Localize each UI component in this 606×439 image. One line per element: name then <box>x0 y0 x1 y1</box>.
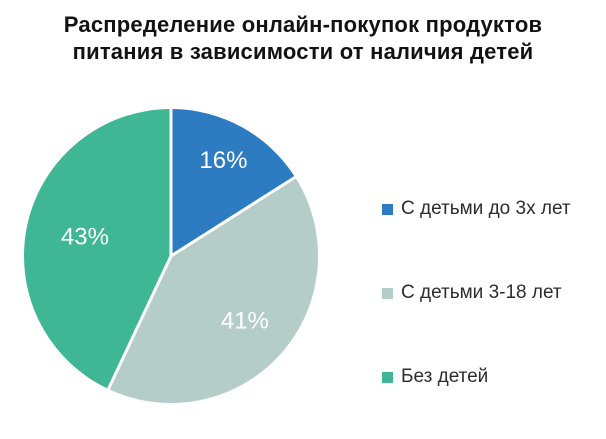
chart-title-line-2: питания в зависимости от наличия детей <box>72 39 534 64</box>
pie-chart: 16% 41% 43% <box>23 109 318 404</box>
pie-slice <box>23 109 172 390</box>
legend-swatch-icon <box>382 203 393 215</box>
slice-percent-label: 41% <box>221 308 269 335</box>
legend-item: С детьми 3-18 лет <box>382 281 571 305</box>
pie-slice <box>171 109 296 256</box>
legend-label: С детьми 3-18 лет <box>401 282 562 303</box>
chart-title: Распределение онлайн-покупок продуктов п… <box>0 11 606 65</box>
chart-legend: С детьми до 3х лет С детьми 3-18 лет Без… <box>382 197 571 439</box>
legend-label: Без детей <box>401 366 489 387</box>
slice-separator <box>107 255 173 390</box>
legend-label: С детьми до 3х лет <box>401 198 571 219</box>
legend-swatch-icon <box>382 371 393 383</box>
slice-separator <box>170 175 296 258</box>
pie-slice <box>108 177 318 404</box>
slice-percent-label: 16% <box>199 147 247 174</box>
legend-item: С детьми до 3х лет <box>382 197 571 221</box>
slice-percent-label: 43% <box>61 223 109 250</box>
chart-title-line-1: Распределение онлайн-покупок продуктов <box>63 12 543 37</box>
legend-swatch-icon <box>382 287 393 299</box>
legend-item: Без детей <box>382 365 571 389</box>
